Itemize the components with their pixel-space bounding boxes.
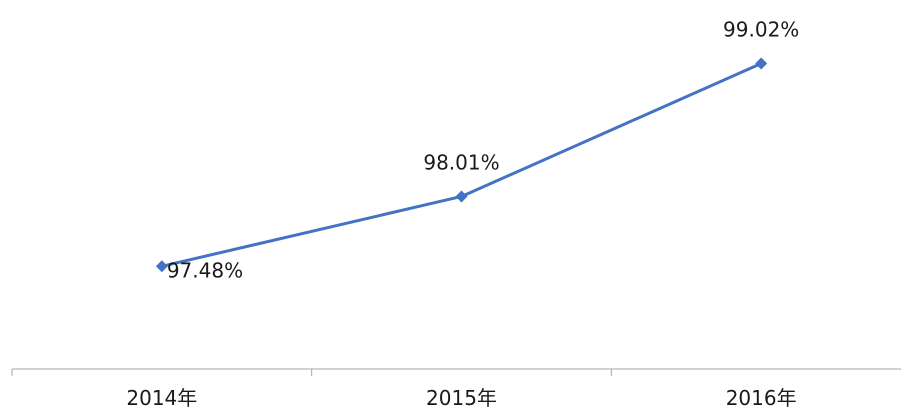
data-point-marker — [155, 260, 168, 273]
data-label: 98.01% — [423, 150, 499, 174]
data-point-marker — [455, 190, 468, 203]
x-tick-label: 2015年 — [426, 386, 497, 410]
data-labels: 97.48% 98.01% 99.02% — [167, 17, 799, 282]
data-label: 97.48% — [167, 258, 243, 282]
data-point-marker — [755, 57, 768, 70]
data-label: 99.02% — [723, 17, 799, 41]
x-tick-labels: 2014年 2015年 2016年 — [126, 386, 796, 410]
x-axis — [11, 368, 901, 376]
x-tick-label: 2014年 — [126, 386, 197, 410]
series-markers — [155, 57, 768, 273]
x-tick-label: 2016年 — [726, 386, 797, 410]
